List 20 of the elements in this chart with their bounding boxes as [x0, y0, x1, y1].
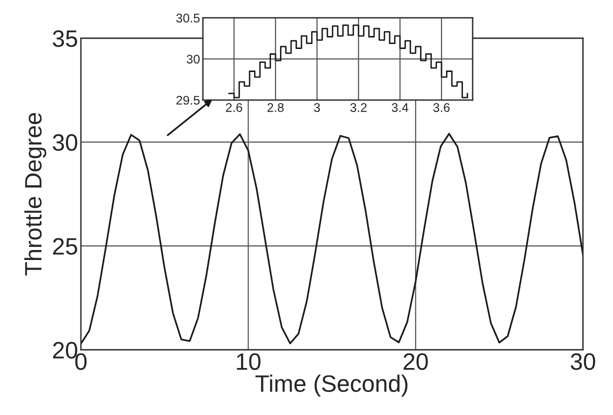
x-tick-label: 3.6	[433, 103, 450, 112]
x-tick-label: 20	[404, 353, 428, 370]
x-tick-label: 3.2	[350, 103, 367, 112]
y-tick-label: 25	[53, 238, 78, 255]
y-tick-label: 29.5	[176, 96, 200, 105]
y-tick-label: 30	[52, 134, 78, 151]
y-tick-label: 30.5	[176, 14, 200, 22]
x-tick-label: 2.6	[226, 103, 242, 112]
y-tick-label: 30	[186, 54, 200, 64]
y-tick-label: 20	[53, 342, 78, 359]
y-axis-title: Throttle Degree	[24, 113, 46, 276]
x-tick-label: 30	[570, 353, 596, 370]
x-tick-label: 10	[236, 353, 260, 370]
x-axis-title: Time (Second)	[256, 374, 408, 397]
line-series	[80, 132, 583, 344]
x-tick-label: 3	[314, 103, 320, 112]
y-tick-label: 35	[52, 30, 78, 47]
x-tick-label: 0	[75, 353, 87, 370]
x-tick-label: 3.4	[392, 103, 408, 112]
x-tick-label: 2.8	[267, 103, 284, 112]
